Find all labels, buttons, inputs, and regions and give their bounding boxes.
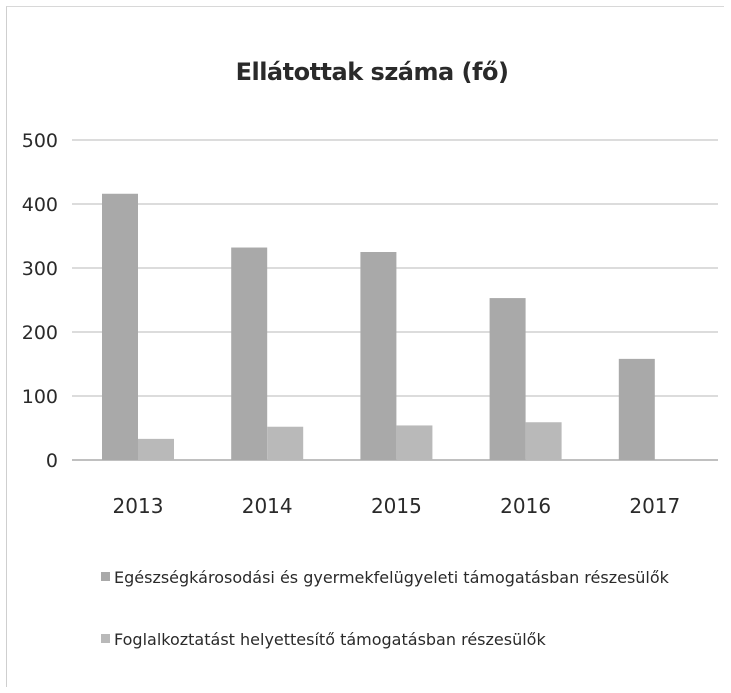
x-category-label: 2014 [242, 494, 293, 518]
legend-swatch [101, 634, 110, 643]
legend-swatch [101, 572, 110, 581]
chart-frame [6, 6, 724, 687]
bar-series-1-2015 [360, 252, 397, 460]
bar-series-1-2017 [618, 358, 655, 460]
bar-series-2-2016 [525, 422, 562, 460]
bar-series-1-2013 [102, 193, 138, 460]
y-tick-label: 200 [22, 322, 58, 344]
bar-series-1-2014 [231, 247, 268, 460]
y-tick-label: 0 [46, 450, 58, 472]
y-tick-label: 500 [22, 130, 58, 152]
legend-label: Foglalkoztatást helyettesítő támogatásba… [114, 630, 546, 649]
x-category-label: 2013 [113, 494, 164, 518]
legend: Egészségkárosodási és gyermekfelügyeleti… [101, 568, 670, 649]
y-tick-label: 100 [22, 386, 58, 408]
x-category-label: 2015 [371, 494, 422, 518]
x-category-label: 2016 [500, 494, 551, 518]
bars [102, 193, 655, 460]
y-axis-ticks: 0 100 200 300 400 500 [22, 130, 58, 472]
y-tick-label: 300 [22, 258, 58, 280]
x-axis-categories: 2013 2014 2015 2016 2017 [113, 494, 681, 518]
x-category-label: 2017 [629, 494, 680, 518]
chart-title: Ellátottak száma (fő) [236, 58, 509, 86]
y-tick-label: 400 [22, 194, 58, 216]
bar-series-2-2013 [138, 438, 174, 460]
legend-label: Egészségkárosodási és gyermekfelügyeleti… [114, 568, 670, 587]
bar-series-2-2015 [396, 425, 433, 460]
bar-series-2-2014 [267, 426, 304, 460]
bar-series-1-2016 [489, 298, 526, 460]
